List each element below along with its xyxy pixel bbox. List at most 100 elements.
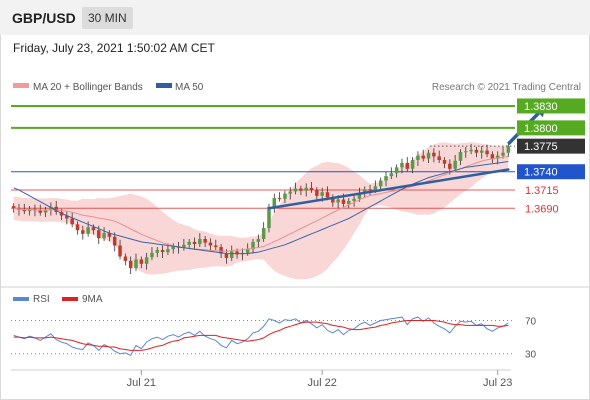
ma50-legend-label: MA 50 <box>175 82 204 93</box>
header-bar: GBP/USD 30 MIN <box>0 0 590 35</box>
candle-body <box>479 150 484 153</box>
candle-body <box>38 210 43 213</box>
rsi-panel: 30 70 <box>11 316 537 361</box>
candle-body <box>91 227 96 231</box>
candle-body <box>160 249 165 253</box>
resistance-price-label: 1.3830 <box>524 101 558 113</box>
candle-body <box>256 238 261 242</box>
timeframe-badge[interactable]: 30 MIN <box>82 7 133 29</box>
candle-body <box>416 155 420 161</box>
candle-body <box>65 215 69 219</box>
rsi-ma-line <box>13 320 509 351</box>
candle-body <box>400 162 404 168</box>
candle-body <box>155 249 160 253</box>
resistance-price-label: 1.3800 <box>524 123 558 135</box>
bollinger-band <box>13 142 509 280</box>
candle-body <box>394 167 399 174</box>
price-panel: 1.3830 1.3800 1.3775 1.3740 1.3715 1.3690 <box>11 98 585 280</box>
candle-body <box>448 163 452 169</box>
x-tick-label: Jul 21 <box>127 377 156 389</box>
credit-label: Research © 2021 Trading Central <box>432 82 581 93</box>
candle-body <box>251 241 255 250</box>
candle-body <box>336 199 340 203</box>
candle-body <box>288 191 293 194</box>
candle-body <box>315 190 319 196</box>
ma50-legend-swatch <box>156 83 172 88</box>
candle-body <box>341 199 346 204</box>
candle-body <box>485 150 489 155</box>
candle-body <box>464 151 468 153</box>
candle-body <box>123 256 128 261</box>
x-tick-label: Jul 22 <box>307 377 336 389</box>
candle-body <box>192 241 197 245</box>
candle-body <box>453 160 457 169</box>
x-axis: Jul 21 Jul 22 Jul 23 <box>127 370 512 389</box>
candle-body <box>267 206 271 228</box>
resistance-price-tag <box>517 120 585 136</box>
candle-body <box>426 152 431 159</box>
candle-body <box>293 188 298 192</box>
candle-body <box>368 189 372 191</box>
candle-body <box>22 209 27 212</box>
candle-body <box>474 149 479 153</box>
rsi-legend-label: RSI <box>33 294 50 305</box>
ma20-legend-label: MA 20 + Bollinger Bands <box>33 82 143 93</box>
candle-body <box>325 192 330 198</box>
support-label: 1.3715 <box>525 185 559 197</box>
candle-body <box>203 238 207 243</box>
candle-body <box>352 198 356 201</box>
candle-body <box>389 173 394 177</box>
candle-body <box>304 187 308 191</box>
candle-body <box>373 186 378 190</box>
candle-body <box>75 224 80 231</box>
candle-body <box>320 192 324 196</box>
candle-body <box>283 193 287 199</box>
candle-body <box>224 253 229 258</box>
rsi-line <box>13 316 509 357</box>
candle-body <box>134 259 138 269</box>
candle-body <box>198 238 202 245</box>
candle-body <box>11 206 16 209</box>
candle-body <box>182 244 186 248</box>
candle-body <box>469 149 473 152</box>
candle-body <box>54 206 58 212</box>
candle-body <box>437 156 441 161</box>
candle-body <box>219 247 223 254</box>
candle-body <box>357 193 362 199</box>
candle-body <box>49 206 53 210</box>
candle-body <box>150 252 154 258</box>
candle-body <box>107 233 112 237</box>
rsi-ma-legend-swatch <box>62 297 78 301</box>
candle-body <box>501 152 505 156</box>
candle-body <box>187 241 191 245</box>
resistance-price-tag <box>517 98 585 114</box>
symbol-label: GBP/USD <box>12 10 76 26</box>
candle-body <box>331 197 335 203</box>
candle-body <box>214 245 218 247</box>
candle-body <box>128 260 133 269</box>
candle-body <box>139 259 144 264</box>
candle-body <box>442 160 447 164</box>
candle-body <box>490 154 495 159</box>
candle-body <box>299 188 303 191</box>
ma20-legend-swatch <box>13 83 29 88</box>
candle-body <box>118 245 122 257</box>
candle-body <box>43 209 48 213</box>
candle-body <box>81 230 85 234</box>
rsi-ma-legend-label: 9MA <box>82 294 103 305</box>
candle-body <box>261 228 266 239</box>
candle-body <box>458 152 463 161</box>
candle-body <box>272 198 277 207</box>
candle-body <box>495 155 500 159</box>
candle-body <box>235 251 239 255</box>
pivot-price-label: 1.3740 <box>524 167 558 179</box>
candle-body <box>432 152 436 157</box>
candle-body <box>384 176 388 181</box>
candle-body <box>97 230 101 239</box>
current-price-label: 1.3775 <box>524 141 558 153</box>
candle-body <box>229 251 234 258</box>
timestamp: Friday, July 23, 2021 1:50:02 AM CET <box>13 41 215 55</box>
candle-body <box>421 155 425 159</box>
trendline <box>267 168 510 210</box>
candle-body <box>362 189 367 194</box>
